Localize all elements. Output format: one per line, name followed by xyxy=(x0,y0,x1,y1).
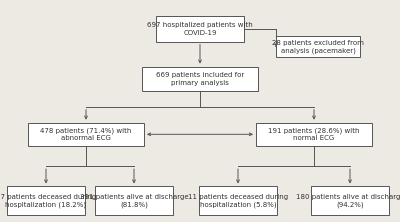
Text: 87 patients deceased during
hospitalization (18.2%): 87 patients deceased during hospitalizat… xyxy=(0,194,96,208)
FancyBboxPatch shape xyxy=(311,186,389,215)
Text: 28 patients excluded from
analysis (pacemaker): 28 patients excluded from analysis (pace… xyxy=(272,40,364,54)
FancyBboxPatch shape xyxy=(276,36,360,57)
FancyBboxPatch shape xyxy=(156,16,244,42)
FancyBboxPatch shape xyxy=(95,186,173,215)
Text: 11 patients deceased during
hospitalization (5.8%): 11 patients deceased during hospitalizat… xyxy=(188,194,288,208)
FancyBboxPatch shape xyxy=(142,67,258,91)
FancyBboxPatch shape xyxy=(28,123,144,146)
FancyBboxPatch shape xyxy=(7,186,85,215)
Text: 191 patients (28.6%) with
normal ECG: 191 patients (28.6%) with normal ECG xyxy=(268,127,360,141)
Text: 180 patients alive at discharge
(94.2%): 180 patients alive at discharge (94.2%) xyxy=(296,194,400,208)
Text: 478 patients (71.4%) with
abnormal ECG: 478 patients (71.4%) with abnormal ECG xyxy=(40,127,132,141)
FancyBboxPatch shape xyxy=(199,186,277,215)
Text: 697 hospitalized patients with
COVID-19: 697 hospitalized patients with COVID-19 xyxy=(147,22,253,36)
FancyBboxPatch shape xyxy=(256,123,372,146)
Text: 391 patients alive at discharge
(81.8%): 391 patients alive at discharge (81.8%) xyxy=(80,194,188,208)
Text: 669 patients included for
primary analysis: 669 patients included for primary analys… xyxy=(156,72,244,85)
